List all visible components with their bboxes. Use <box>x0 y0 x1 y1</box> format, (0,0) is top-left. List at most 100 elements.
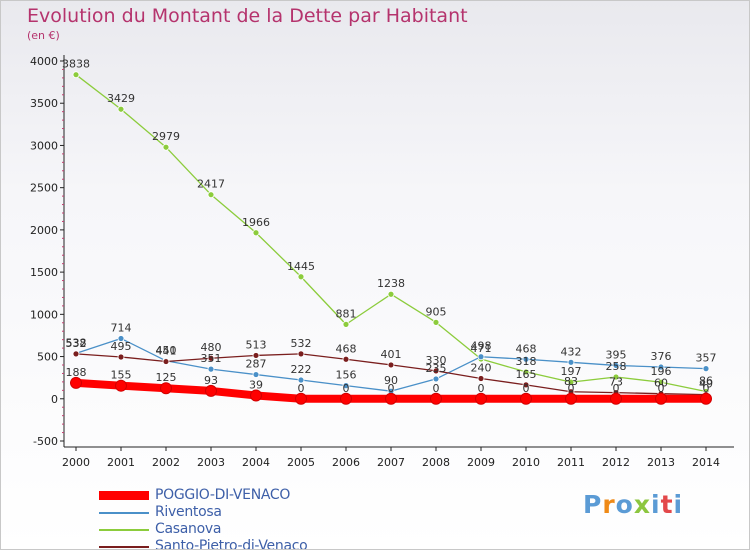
data-point <box>432 375 440 383</box>
data-label: 240 <box>471 362 492 375</box>
legend-swatch <box>99 545 149 548</box>
data-label: 2979 <box>152 130 180 143</box>
data-label: 287 <box>246 358 267 371</box>
x-tick-label: 2013 <box>647 456 675 469</box>
data-point <box>207 191 215 199</box>
data-label: 2417 <box>197 178 225 191</box>
x-tick-label: 2008 <box>422 456 450 469</box>
legend-label: Riventosa <box>155 504 222 520</box>
x-tick-label: 2005 <box>287 456 315 469</box>
y-tick-label: 2500 <box>30 182 58 195</box>
data-label: 197 <box>561 365 582 378</box>
data-label: 39 <box>249 378 263 391</box>
y-tick-label: 3000 <box>30 139 58 152</box>
data-point <box>252 371 260 378</box>
x-tick-label: 2010 <box>512 456 540 469</box>
data-point <box>522 355 530 363</box>
data-point <box>205 384 217 397</box>
x-tick-label: 2009 <box>467 456 495 469</box>
data-label: 905 <box>426 305 447 318</box>
data-label: 83 <box>564 375 578 388</box>
y-tick-label: 1000 <box>30 308 58 321</box>
data-label: 0 <box>343 382 350 395</box>
chart-title: Evolution du Montant de la Dette par Hab… <box>27 5 468 27</box>
data-point <box>297 350 305 358</box>
x-tick-label: 2014 <box>692 456 720 469</box>
data-point <box>655 392 667 405</box>
data-label: 125 <box>156 371 177 384</box>
legend-swatch <box>99 528 149 531</box>
legend-label: Casanova <box>155 521 222 537</box>
data-point <box>702 365 710 373</box>
x-tick-label: 2003 <box>197 456 225 469</box>
data-label: 480 <box>201 341 222 354</box>
data-point <box>387 361 395 369</box>
data-point <box>250 389 262 402</box>
data-point <box>567 358 575 366</box>
data-label: 90 <box>384 374 398 387</box>
data-point <box>207 354 215 362</box>
data-point <box>295 392 307 405</box>
data-label: 495 <box>111 340 132 353</box>
data-point <box>565 392 577 405</box>
logo-letter: i <box>673 490 684 519</box>
data-label: 330 <box>426 354 447 367</box>
data-point <box>162 143 170 151</box>
legend-label: Santo-Pietro-di-Venaco <box>155 538 308 550</box>
y-tick-label: -500 <box>33 435 58 448</box>
data-label: 318 <box>516 355 537 368</box>
data-point <box>160 382 172 395</box>
data-label: 0 <box>433 382 440 395</box>
x-tick-label: 2007 <box>377 456 405 469</box>
logo-letter: P <box>583 490 603 519</box>
data-point <box>610 392 622 405</box>
data-point <box>252 229 260 237</box>
data-label: 714 <box>111 321 132 334</box>
data-label: 1966 <box>242 216 270 229</box>
data-label: 538 <box>66 336 87 349</box>
x-tick-label: 2000 <box>62 456 90 469</box>
data-label: 376 <box>651 350 672 363</box>
data-label: 532 <box>291 337 312 350</box>
data-label: 0 <box>388 382 395 395</box>
data-label: 93 <box>204 374 218 387</box>
data-point <box>117 105 125 113</box>
data-label: 156 <box>336 369 357 382</box>
data-point <box>297 273 305 281</box>
data-point <box>612 373 620 381</box>
legend-swatch <box>99 511 149 514</box>
data-label: 0 <box>703 382 710 395</box>
y-tick-label: 500 <box>37 351 58 364</box>
logo-letter: r <box>602 490 616 519</box>
data-point <box>342 382 350 390</box>
data-label: 196 <box>651 365 672 378</box>
data-label: 49 <box>699 378 713 391</box>
data-point <box>117 335 125 342</box>
chart-unit-label: (en €) <box>27 29 60 42</box>
data-point <box>387 290 395 298</box>
data-label: 73 <box>609 376 623 389</box>
data-point <box>207 365 215 373</box>
data-label: 0 <box>568 382 575 395</box>
data-point <box>522 368 530 376</box>
x-tick-label: 2001 <box>107 456 135 469</box>
data-point <box>522 381 530 389</box>
data-point <box>162 358 170 365</box>
data-point <box>657 363 665 371</box>
legend-swatch <box>99 491 149 500</box>
data-label: 3429 <box>107 92 135 105</box>
data-label: 0 <box>613 382 620 395</box>
data-label: 468 <box>336 342 357 355</box>
x-tick-label: 2006 <box>332 456 360 469</box>
data-point <box>342 320 350 328</box>
data-label: 235 <box>426 362 447 375</box>
data-label: 0 <box>478 382 485 395</box>
data-point <box>72 71 80 79</box>
data-label: 0 <box>298 382 305 395</box>
data-point <box>520 392 532 405</box>
data-point <box>342 355 350 363</box>
data-label: 881 <box>336 307 357 320</box>
data-label: 3838 <box>62 58 90 71</box>
